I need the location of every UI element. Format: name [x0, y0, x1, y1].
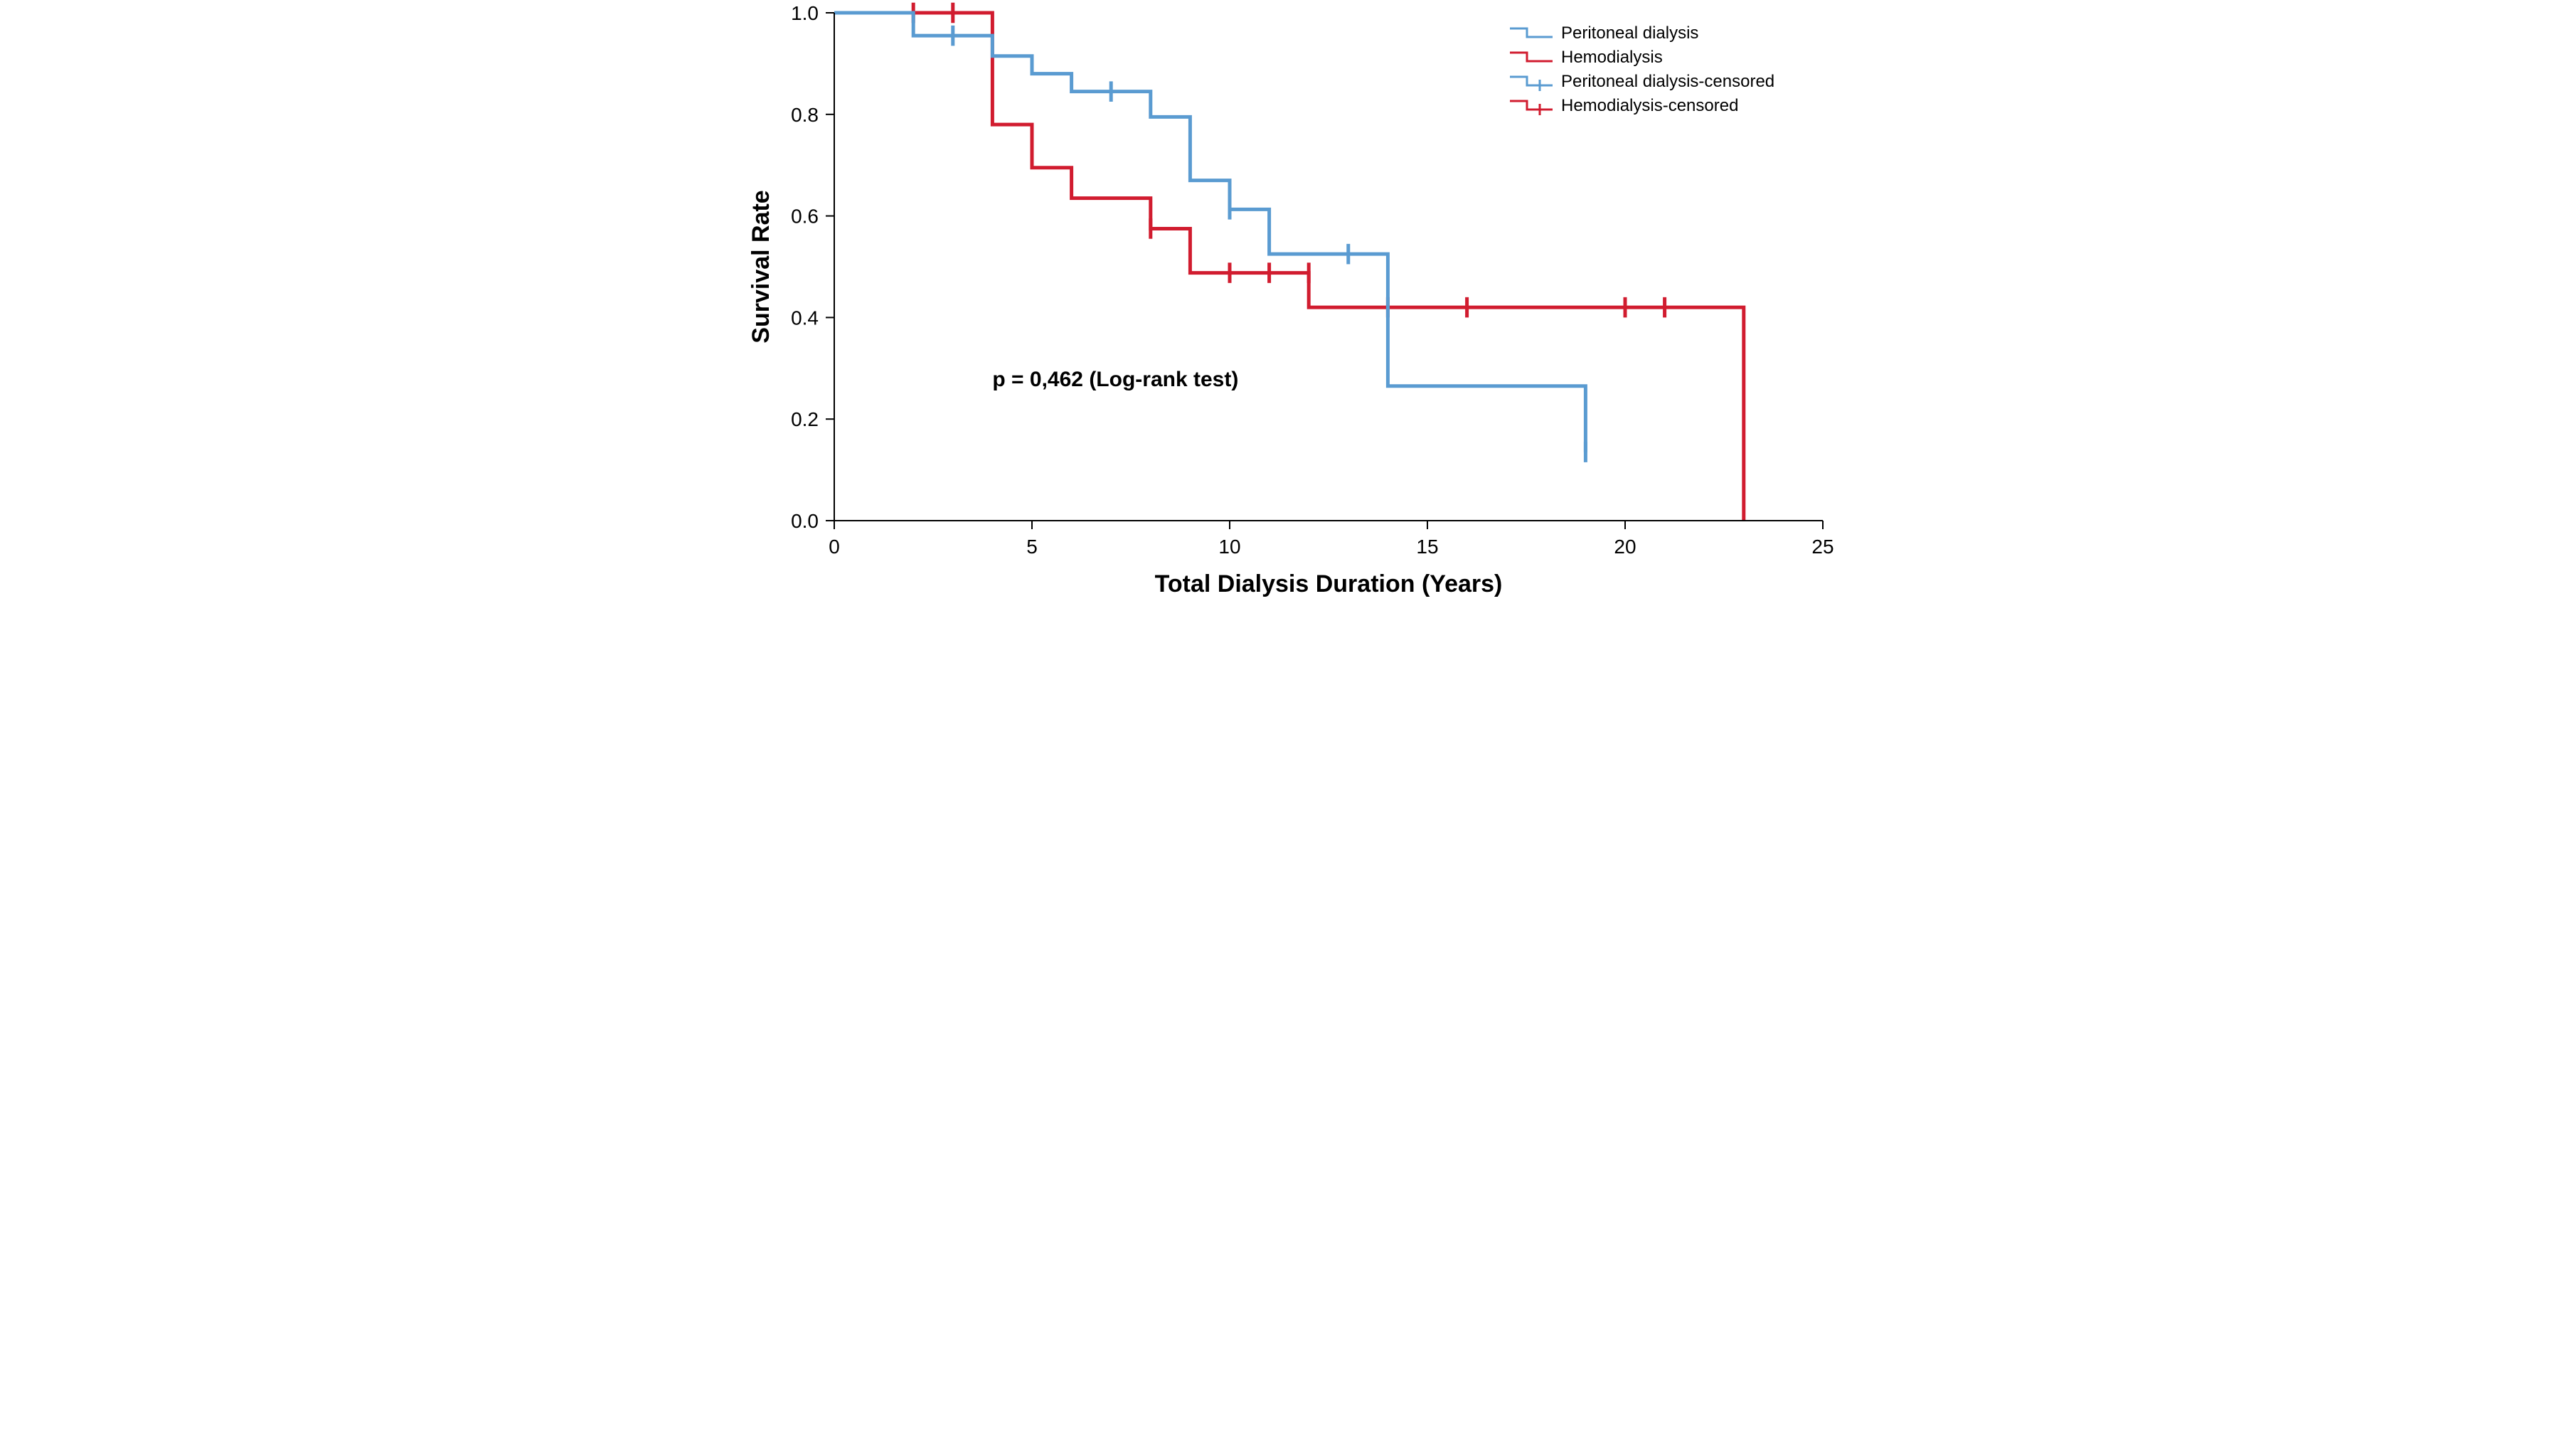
legend-label: Peritoneal dialysis-censored — [1561, 72, 1774, 91]
km-chart-container: 0 5 10 15 20 25 0.0 0.2 0.4 0.6 0.8 1.0 Total Dialys… — [742, 0, 1834, 613]
y-tick-label: 0.8 — [791, 104, 819, 126]
series-peritoneal — [834, 13, 1585, 462]
x-tick-label: 15 — [1416, 536, 1438, 558]
legend-item: Peritoneal dialysis-censored — [1510, 72, 1774, 91]
x-tick-label: 0 — [829, 536, 840, 558]
km-chart-svg: 0 5 10 15 20 25 0.0 0.2 0.4 0.6 0.8 1.0 Total Dialys… — [742, 0, 1834, 613]
x-tick-label: 25 — [1811, 536, 1833, 558]
legend-item: Peritoneal dialysis — [1510, 23, 1698, 43]
x-axis-label: Total Dialysis Duration (Years) — [1155, 570, 1503, 597]
y-axis-label: Survival Rate — [747, 190, 775, 343]
x-tick-label: 10 — [1218, 536, 1240, 558]
y-tick-label: 0.2 — [791, 408, 819, 430]
legend-label: Hemodialysis — [1561, 48, 1663, 67]
legend-item: Hemodialysis-censored — [1510, 96, 1738, 115]
x-tick-label: 20 — [1614, 536, 1636, 558]
p-value-annotation: p = 0,462 (Log-rank test) — [992, 368, 1238, 391]
x-tick-label: 5 — [1026, 536, 1038, 558]
y-tick-label: 0.6 — [791, 206, 819, 228]
legend-label: Hemodialysis-censored — [1561, 96, 1738, 115]
y-tick-label: 0.0 — [791, 510, 819, 532]
legend-item: Hemodialysis — [1510, 48, 1663, 67]
legend-label: Peritoneal dialysis — [1561, 23, 1698, 43]
y-tick-label: 0.4 — [791, 307, 819, 329]
y-tick-label: 1.0 — [791, 2, 819, 24]
